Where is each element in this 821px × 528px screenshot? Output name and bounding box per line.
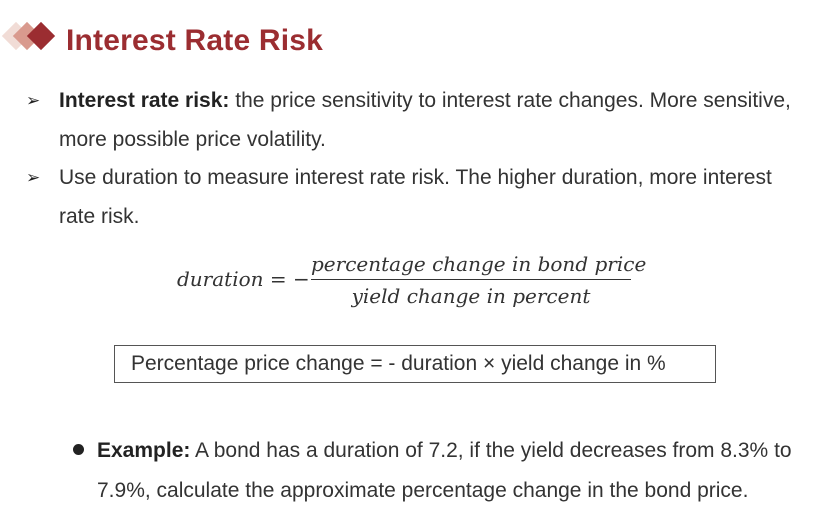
title-bar: Interest Rate Risk [0, 18, 821, 70]
duration-formula: duration = − percentage change in bond p… [177, 250, 647, 312]
example-item: Example: A bond has a duration of 7.2, i… [70, 431, 810, 510]
formula-fraction: percentage change in bond price yield ch… [311, 250, 647, 310]
bullet-list: ➢ Interest rate risk: the price sensitiv… [26, 82, 806, 236]
formula-numerator: percentage change in bond price [311, 252, 647, 276]
arrow-bullet-icon: ➢ [26, 91, 41, 110]
arrow-bullet-icon: ➢ [26, 168, 41, 187]
example-text-block: Example: A bond has a duration of 7.2, i… [70, 431, 810, 510]
bullet-item-interest-rate-risk: ➢ Interest rate risk: the price sensitiv… [26, 82, 806, 159]
bullet-term: Interest rate risk: [59, 89, 230, 112]
formula-lhs: duration = − [177, 267, 310, 291]
formula-denominator: yield change in percent [351, 284, 591, 308]
fraction-bar [311, 279, 631, 280]
bullet-item-use-duration: ➢ Use duration to measure interest rate … [26, 159, 806, 236]
page-title: Interest Rate Risk [66, 24, 324, 57]
example-label: Example: [97, 439, 191, 462]
boxed-equation: Percentage price change = - duration × y… [114, 345, 716, 383]
round-bullet-icon [73, 444, 84, 455]
example-text: A bond has a duration of 7.2, if the yie… [97, 439, 792, 502]
bullet-text: the price sensitivity to interest rate c… [59, 89, 791, 151]
bullet-text: Use duration to measure interest rate ri… [59, 166, 772, 228]
